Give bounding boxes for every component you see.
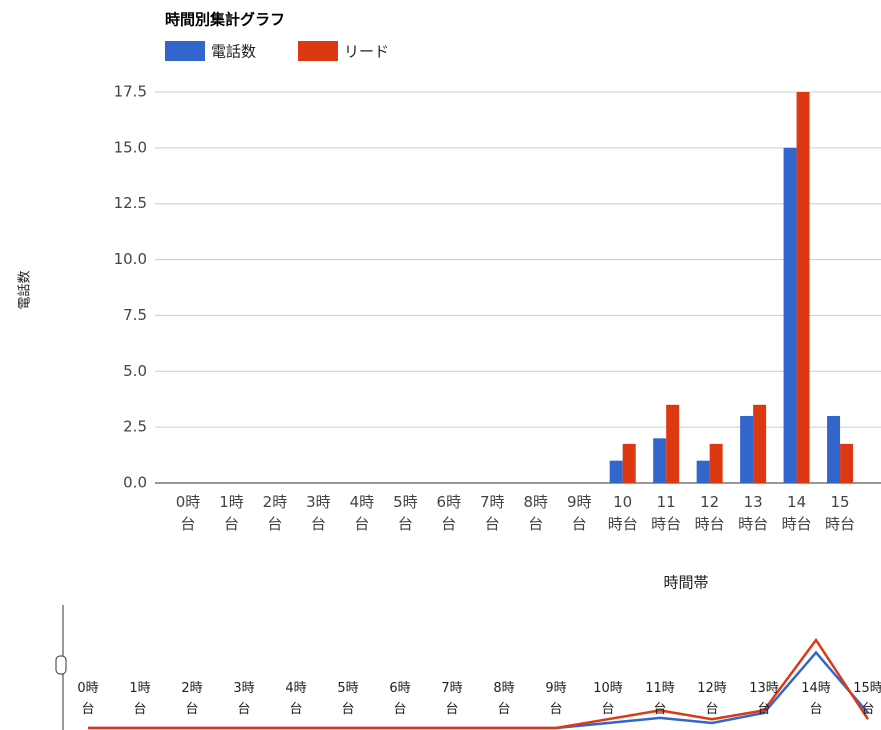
x-tick-label: 9時台 bbox=[566, 493, 592, 533]
y-tick-label: 10.0 bbox=[114, 250, 147, 268]
legend-swatch bbox=[298, 41, 338, 61]
x-tick-label: 4時台 bbox=[349, 493, 375, 533]
y-tick-label: 17.5 bbox=[114, 83, 147, 101]
y-axis-title: 電話数 bbox=[17, 270, 33, 309]
bar bbox=[827, 415, 841, 483]
bar bbox=[696, 460, 710, 483]
bar bbox=[740, 415, 754, 483]
range-tick-label: 0時台 bbox=[77, 681, 99, 717]
range-tick-label: 5時台 bbox=[337, 681, 359, 717]
range-tick-label: 3時台 bbox=[233, 681, 255, 717]
y-tick-label: 0.0 bbox=[123, 474, 147, 492]
range-tick-label: 15時台 bbox=[853, 681, 881, 717]
bar bbox=[796, 92, 810, 483]
chart-title: 時間別集計グラフ bbox=[165, 11, 285, 29]
bar bbox=[666, 404, 680, 483]
y-tick-label: 2.5 bbox=[123, 418, 147, 436]
range-tick-label: 9時台 bbox=[545, 681, 567, 717]
range-handle[interactable] bbox=[55, 655, 67, 675]
range-tick-label: 14時台 bbox=[801, 681, 831, 717]
x-tick-label: 11時台 bbox=[651, 493, 682, 533]
x-axis-title: 時間帯 bbox=[663, 574, 708, 592]
bar bbox=[753, 404, 767, 483]
range-tick-label: 6時台 bbox=[389, 681, 411, 717]
x-tick-label: 7時台 bbox=[480, 493, 505, 533]
range-tick-label: 1時台 bbox=[129, 681, 151, 717]
bar bbox=[653, 438, 667, 483]
bar bbox=[609, 460, 623, 483]
range-line bbox=[88, 637, 870, 730]
legend-swatch bbox=[165, 41, 205, 61]
y-tick-label: 7.5 bbox=[123, 306, 147, 324]
bar bbox=[840, 443, 854, 483]
range-tick-label: 4時台 bbox=[285, 681, 307, 717]
legend-label: リード bbox=[344, 43, 389, 61]
bar bbox=[783, 147, 797, 483]
x-tick-label: 0時台 bbox=[175, 493, 201, 533]
x-tick-label: 2時台 bbox=[262, 493, 288, 533]
range-tick-label: 2時台 bbox=[181, 681, 203, 717]
x-tick-label: 1時台 bbox=[219, 493, 244, 533]
range-tick-label: 11時台 bbox=[645, 681, 675, 717]
legend-label: 電話数 bbox=[211, 43, 256, 61]
x-tick-label: 5時台 bbox=[393, 493, 418, 533]
x-tick-label: 10時台 bbox=[607, 493, 638, 533]
range-tick-label: 13時台 bbox=[749, 681, 779, 717]
y-tick-label: 12.5 bbox=[114, 194, 147, 212]
y-tick-label: 15.0 bbox=[114, 138, 147, 156]
x-tick-label: 8時台 bbox=[523, 493, 549, 533]
bar bbox=[709, 443, 723, 483]
x-tick-label: 12時台 bbox=[694, 493, 725, 533]
x-tick-label: 15時台 bbox=[825, 493, 856, 533]
range-tick-label: 10時台 bbox=[593, 681, 623, 717]
range-tick-label: 7時台 bbox=[441, 681, 463, 717]
range-tick-label: 8時台 bbox=[493, 681, 515, 717]
x-tick-label: 13時台 bbox=[738, 493, 769, 533]
bar bbox=[622, 443, 636, 483]
x-tick-label: 6時台 bbox=[436, 493, 462, 533]
y-tick-label: 5.0 bbox=[123, 362, 147, 380]
range-tick-label: 12時台 bbox=[697, 681, 727, 717]
x-tick-label: 3時台 bbox=[306, 493, 331, 533]
x-tick-label: 14時台 bbox=[781, 493, 812, 533]
